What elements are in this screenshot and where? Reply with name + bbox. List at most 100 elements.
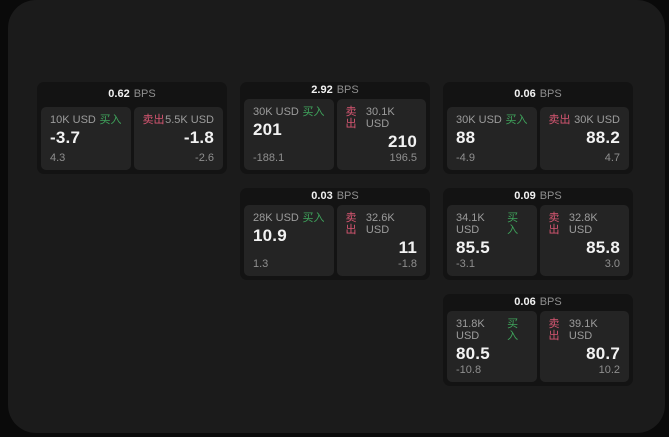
sell-tile[interactable]: 卖出 5.5K USD -1.8 -2.6	[133, 107, 223, 170]
quote-tiles: 28K USD 买入 10.9 1.3 卖出 32.6K USD 11 -1.8	[240, 205, 430, 280]
buy-sub-value: 4.3	[50, 151, 66, 164]
buy-tile[interactable]: 30K USD 买入 88 -4.9	[447, 107, 537, 170]
buy-sub-value: 1.3	[253, 257, 269, 270]
bps-header: 0.06 BPS	[443, 294, 633, 311]
sell-side-label: 卖出	[142, 114, 165, 126]
sell-sub-value: 196.5	[389, 151, 417, 164]
quote-card: 0.03 BPS 28K USD 买入 10.9 1.3 卖出 32.6K US…	[240, 188, 430, 280]
buy-price: 88	[456, 128, 476, 148]
bps-unit-label: BPS	[336, 190, 359, 203]
buy-sub-value: -4.9	[456, 151, 475, 164]
sell-amount: 30K USD	[574, 114, 620, 126]
buy-tile[interactable]: 34.1K USD 买入 85.5 -3.1	[447, 205, 537, 276]
bps-value: 0.03	[311, 190, 333, 203]
bps-unit-label: BPS	[539, 88, 562, 100]
sell-tile-top: 卖出 30K USD	[549, 114, 621, 126]
buy-price: 85.5	[456, 238, 490, 258]
quote-card: 0.62 BPS 10K USD 买入 -3.7 4.3 卖出 5.5K USD…	[37, 82, 227, 174]
buy-amount: 34.1K USD	[456, 212, 485, 237]
buy-side-label: 买入	[302, 212, 325, 225]
buy-side-label: 买入	[507, 318, 519, 343]
bps-value: 2.92	[311, 84, 333, 97]
buy-price: 80.5	[456, 344, 490, 364]
sell-side-label: 卖出	[548, 114, 571, 126]
buy-side-label: 买入	[302, 106, 325, 119]
bps-value: 0.62	[108, 88, 130, 100]
sell-sub-value: 3.0	[604, 257, 620, 270]
bps-unit-label: BPS	[336, 84, 359, 97]
sell-price: 80.7	[586, 344, 620, 364]
quote-card: 0.09 BPS 34.1K USD 买入 85.5 -3.1 卖出 32.8K…	[443, 188, 633, 280]
sell-side-label: 卖出	[548, 212, 560, 237]
quotes-grid: 0.62 BPS 10K USD 买入 -3.7 4.3 卖出 5.5K USD…	[37, 82, 633, 386]
sell-tile-top: 卖出 39.1K USD	[549, 318, 621, 342]
quote-tiles: 31.8K USD 买入 80.5 -10.8 卖出 39.1K USD 80.…	[443, 311, 633, 386]
sell-amount: 39.1K USD	[568, 318, 598, 343]
buy-tile[interactable]: 30K USD 买入 201 -188.1	[244, 99, 334, 170]
sell-amount: 5.5K USD	[165, 114, 214, 126]
buy-tile-top: 28K USD 买入	[253, 212, 325, 224]
sell-tile[interactable]: 卖出 30K USD 88.2 4.7	[539, 107, 629, 170]
sell-tile-top: 卖出 32.6K USD	[346, 212, 418, 236]
sell-sub-value: -1.8	[398, 257, 417, 270]
sell-tile-top: 卖出 32.8K USD	[549, 212, 621, 236]
sell-tile-top: 卖出 5.5K USD	[143, 114, 215, 126]
sell-price: 11	[398, 238, 417, 258]
bps-value: 0.09	[514, 190, 536, 203]
sell-tile[interactable]: 卖出 32.6K USD 11 -1.8	[336, 205, 426, 276]
quote-card: 2.92 BPS 30K USD 买入 201 -188.1 卖出 30.1K …	[240, 82, 430, 174]
quote-card: 0.06 BPS 31.8K USD 买入 80.5 -10.8 卖出 39.1…	[443, 294, 633, 386]
buy-tile-top: 30K USD 买入	[253, 106, 325, 118]
buy-sub-value: -3.1	[456, 257, 475, 270]
buy-amount: 28K USD	[253, 212, 299, 225]
bps-header: 0.09 BPS	[443, 188, 633, 205]
buy-tile-top: 31.8K USD 买入	[456, 318, 528, 342]
bps-value: 0.06	[514, 88, 536, 100]
buy-side-label: 买入	[507, 212, 519, 237]
quote-tiles: 10K USD 买入 -3.7 4.3 卖出 5.5K USD -1.8 -2.…	[37, 107, 227, 174]
bps-unit-label: BPS	[539, 296, 562, 309]
bps-header: 0.03 BPS	[240, 188, 430, 205]
sell-amount: 32.8K USD	[568, 212, 598, 237]
buy-sub-value: -10.8	[456, 363, 482, 376]
sell-tile-top: 卖出 30.1K USD	[346, 106, 418, 130]
sell-sub-value: 4.7	[604, 151, 620, 164]
bps-unit-label: BPS	[133, 88, 156, 100]
buy-price: -3.7	[50, 128, 81, 148]
sell-tile[interactable]: 卖出 39.1K USD 80.7 10.2	[539, 311, 629, 382]
buy-amount: 30K USD	[253, 106, 299, 119]
sell-price: -1.8	[183, 128, 214, 148]
bps-unit-label: BPS	[539, 190, 562, 203]
quote-card: 0.06 BPS 30K USD 买入 88 -4.9 卖出 30K USD 8…	[443, 82, 633, 174]
sell-tile[interactable]: 卖出 32.8K USD 85.8 3.0	[539, 205, 629, 276]
buy-tile[interactable]: 10K USD 买入 -3.7 4.3	[41, 107, 131, 170]
quote-tiles: 30K USD 买入 201 -188.1 卖出 30.1K USD 210 1…	[240, 99, 430, 174]
sell-sub-value: -2.6	[195, 151, 214, 164]
sell-sub-value: 10.2	[598, 363, 620, 376]
sell-amount: 30.1K USD	[365, 106, 395, 131]
buy-tile[interactable]: 28K USD 买入 10.9 1.3	[244, 205, 334, 276]
sell-price: 88.2	[586, 128, 620, 148]
buy-sub-value: -188.1	[253, 151, 285, 164]
buy-amount: 31.8K USD	[456, 318, 485, 343]
sell-amount: 32.6K USD	[365, 212, 395, 237]
buy-side-label: 买入	[99, 114, 122, 126]
buy-tile[interactable]: 31.8K USD 买入 80.5 -10.8	[447, 311, 537, 382]
sell-price: 210	[388, 132, 417, 152]
buy-amount: 30K USD	[456, 114, 502, 126]
app-panel: 0.62 BPS 10K USD 买入 -3.7 4.3 卖出 5.5K USD…	[8, 0, 665, 433]
sell-tile[interactable]: 卖出 30.1K USD 210 196.5	[336, 99, 426, 170]
bps-header: 2.92 BPS	[240, 82, 430, 99]
bps-value: 0.06	[514, 296, 536, 309]
sell-side-label: 卖出	[345, 106, 357, 131]
buy-amount: 10K USD	[50, 114, 96, 126]
sell-side-label: 卖出	[345, 212, 357, 237]
quote-tiles: 30K USD 买入 88 -4.9 卖出 30K USD 88.2 4.7	[443, 107, 633, 174]
buy-tile-top: 30K USD 买入	[456, 114, 528, 126]
buy-price: 10.9	[253, 226, 287, 246]
bps-header: 0.06 BPS	[443, 82, 633, 107]
buy-tile-top: 34.1K USD 买入	[456, 212, 528, 236]
buy-tile-top: 10K USD 买入	[50, 114, 122, 126]
sell-side-label: 卖出	[548, 318, 560, 343]
buy-side-label: 买入	[505, 114, 528, 126]
